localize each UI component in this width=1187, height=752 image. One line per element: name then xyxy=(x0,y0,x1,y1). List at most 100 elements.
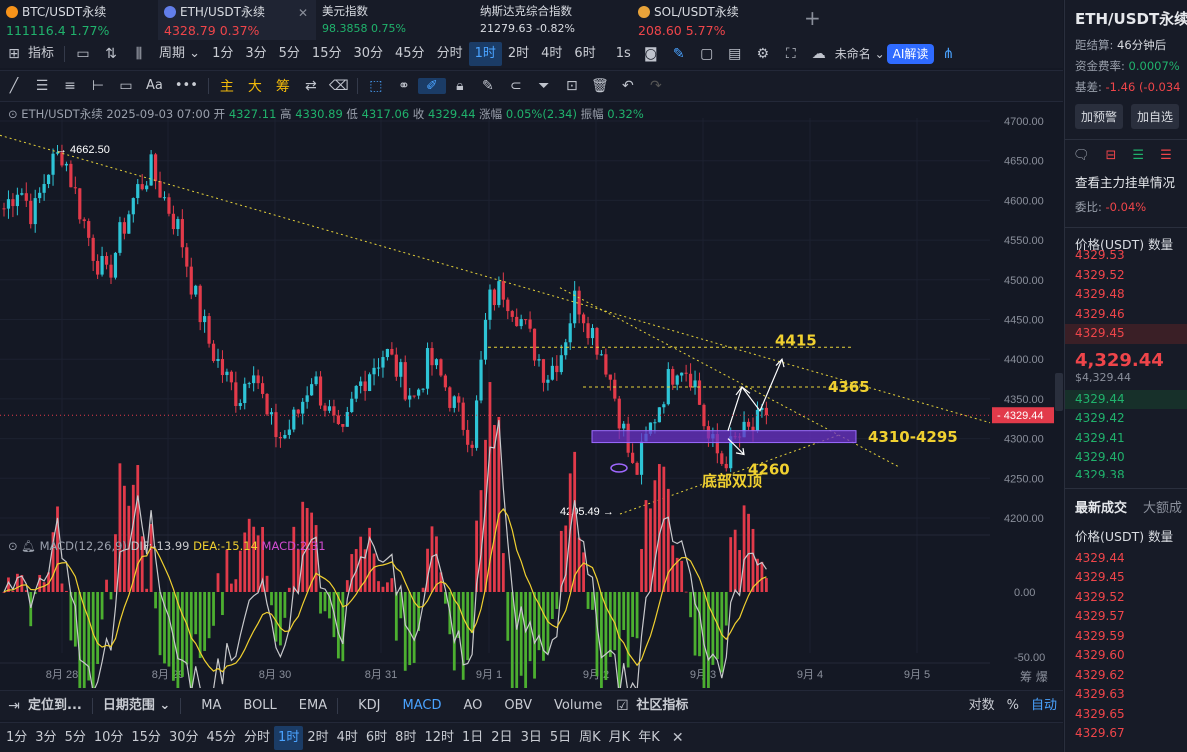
bottom-interval[interactable]: 30分 xyxy=(168,729,199,745)
interval-1m[interactable]: 1分 xyxy=(212,46,234,61)
bid-row[interactable]: 4329.38 xyxy=(1075,467,1125,478)
interval-1h[interactable]: 1时 xyxy=(468,42,502,66)
more-tools[interactable]: ••• xyxy=(174,78,198,93)
indicator-ao[interactable]: AO xyxy=(463,697,483,713)
add-favorite-button[interactable]: 加自选 xyxy=(1131,104,1180,129)
ticker-tab-nasdaq[interactable]: 纳斯达克综合指数 21279.63 -0.82% xyxy=(474,0,632,40)
collapse-icon[interactable]: ⊙ xyxy=(8,107,18,121)
compare-icon[interactable]: ⇅ xyxy=(105,46,117,62)
ticker-tab-eth[interactable]: ETH/USDT永续 4328.79 0.37% ✕ xyxy=(158,0,316,40)
bottom-interval[interactable]: 5分 xyxy=(64,729,86,745)
horizontal-line-icon[interactable]: ⊢ xyxy=(91,78,105,94)
chat-icon[interactable]: 🗨︎ xyxy=(1073,148,1090,163)
bottom-interval[interactable]: 1分 xyxy=(6,729,28,745)
window-icon[interactable]: ▢ xyxy=(700,46,714,62)
chart-canvas[interactable]: 4700.00 4650.00 4600.00 4550.00 4500.00 4450.… xyxy=(0,103,1063,740)
ask-row[interactable]: 4329.48 xyxy=(1075,287,1125,301)
auto-scale-toggle[interactable]: 自动 xyxy=(1030,697,1057,713)
bottom-interval[interactable]: 月K xyxy=(608,729,631,745)
period-dropdown[interactable]: 周期 ⌄ xyxy=(153,42,206,66)
rectangle-icon[interactable]: ▭ xyxy=(119,78,133,94)
bid-row[interactable]: 4329.41 xyxy=(1075,430,1125,445)
indicator-kdj[interactable]: KDJ xyxy=(358,697,381,713)
bottom-interval[interactable]: 年K xyxy=(638,729,660,745)
orderbook-bids-icon[interactable]: ☰ xyxy=(1132,148,1145,163)
close-icon[interactable]: ✕ xyxy=(297,6,308,20)
interval-2h[interactable]: 2时 xyxy=(507,46,530,61)
share-icon[interactable]: ⋔ xyxy=(942,46,955,62)
indicator-volume[interactable]: Volume xyxy=(554,697,603,713)
clear-icon[interactable]: ⊡ xyxy=(566,78,578,94)
horizontal-lines-icon[interactable]: ≡ xyxy=(64,78,76,94)
interval-timeshare[interactable]: 分时 xyxy=(436,46,463,61)
select-icon[interactable]: ⬚ xyxy=(369,78,383,94)
bottom-interval[interactable]: 8时 xyxy=(395,729,417,745)
ask-row[interactable]: 4329.45 xyxy=(1065,324,1187,344)
camera-icon[interactable]: ◙ xyxy=(643,46,658,62)
trend-line-icon[interactable]: ╱ xyxy=(9,78,19,94)
candle-type-icon[interactable]: ⫼ xyxy=(135,46,143,62)
indicator-boll[interactable]: BOLL xyxy=(243,697,277,713)
bottom-interval[interactable]: 3日 xyxy=(520,729,542,745)
bid-row[interactable]: 4329.44 xyxy=(1065,389,1187,409)
log-scale-toggle[interactable]: 对数 xyxy=(968,697,995,713)
draw-mode-icon[interactable]: ✐ xyxy=(417,78,446,94)
bid-row[interactable]: 4329.42 xyxy=(1075,411,1125,425)
note-icon[interactable]: ✎ xyxy=(482,78,494,94)
bottom-interval[interactable]: 4时 xyxy=(336,729,358,745)
bid-row[interactable]: 4329.40 xyxy=(1075,450,1125,464)
ask-row[interactable]: 4329.53 xyxy=(1075,248,1125,262)
magnet-icon[interactable]: ⊂ xyxy=(510,78,522,94)
interval-30m[interactable]: 30分 xyxy=(353,46,384,61)
indicator-ema[interactable]: EMA xyxy=(298,697,328,713)
bell-icon[interactable]: 🔔︎ xyxy=(21,539,36,553)
collapse-icon[interactable]: ⊙ xyxy=(8,539,18,553)
undo-icon[interactable]: ↶ xyxy=(622,78,634,94)
bottom-interval[interactable]: 6时 xyxy=(365,729,388,745)
text-tool[interactable]: Aa xyxy=(146,78,163,93)
depth-title[interactable]: 查看主力挂单情况 xyxy=(1075,175,1176,190)
parallel-channel-icon[interactable]: ☰ xyxy=(35,78,49,94)
interval-3m[interactable]: 3分 xyxy=(245,46,267,61)
indicator-macd[interactable]: MACD xyxy=(402,697,442,713)
interval-5m[interactable]: 5分 xyxy=(278,46,300,61)
trash-icon[interactable]: 🗑︎ xyxy=(590,78,609,94)
main-force-tool[interactable]: 主 xyxy=(219,79,234,95)
calendar-icon[interactable]: ▭ xyxy=(76,46,90,62)
community-indicator-button[interactable]: 社区指标 xyxy=(636,697,689,713)
ticker-tab-btc[interactable]: BTC/USDT永续 111116.4 1.77% xyxy=(0,0,158,40)
bottom-interval[interactable]: 2日 xyxy=(491,729,513,745)
close-icon[interactable]: ✕ xyxy=(671,729,684,746)
link-icon[interactable]: ⚭ xyxy=(398,78,410,94)
bottom-interval-selected[interactable]: 1时 xyxy=(274,725,304,750)
fullscreen-icon[interactable]: ⛶ xyxy=(785,46,796,62)
price-chart[interactable]: 4700.00 4650.00 4600.00 4550.00 4500.00 4450.… xyxy=(0,103,1063,740)
bottom-interval[interactable]: 周K xyxy=(579,729,601,745)
add-alert-button[interactable]: 加预警 xyxy=(1075,104,1124,129)
bottom-interval[interactable]: 15分 xyxy=(131,729,161,745)
bottom-interval[interactable]: 1日 xyxy=(462,729,484,745)
cloud-icon[interactable]: ☁ xyxy=(811,46,826,62)
chip-tool[interactable]: 筹 xyxy=(275,79,290,95)
interval-6h[interactable]: 6时 xyxy=(574,46,596,61)
tab-latest-trades[interactable]: 最新成交 xyxy=(1075,500,1128,516)
ai-button[interactable]: AI解读 xyxy=(886,44,935,64)
swap-icon[interactable]: ⇄ xyxy=(305,78,317,94)
orderbook-both-icon[interactable]: ⊟ xyxy=(1105,148,1117,163)
layout-name-dropdown[interactable]: 未命名 ⌄ xyxy=(834,47,885,61)
interval-15m[interactable]: 15分 xyxy=(311,46,342,61)
orderbook-asks-icon[interactable]: ☰ xyxy=(1160,148,1172,163)
locate-button[interactable]: 定位到... xyxy=(28,697,82,713)
ask-row[interactable]: 4329.52 xyxy=(1075,267,1125,282)
bottom-interval[interactable]: 12时 xyxy=(424,729,454,745)
big-order-tool[interactable]: 大 xyxy=(247,79,262,95)
date-range-dropdown[interactable]: 日期范围 ⌄ xyxy=(102,697,171,713)
layout-icon[interactable]: ▤ xyxy=(728,46,742,62)
ticker-tab-dxy[interactable]: 美元指数 98.3858 0.75% xyxy=(316,0,474,40)
filter-icon[interactable]: ⏷ xyxy=(538,78,550,94)
indicator-button[interactable]: 指标 xyxy=(28,46,55,61)
eraser-icon[interactable]: ⌫ xyxy=(328,78,349,94)
bottom-interval[interactable]: 3分 xyxy=(35,729,57,745)
bottom-interval[interactable]: 2时 xyxy=(307,729,329,745)
tab-big-trades[interactable]: 大额成 xyxy=(1143,500,1183,516)
